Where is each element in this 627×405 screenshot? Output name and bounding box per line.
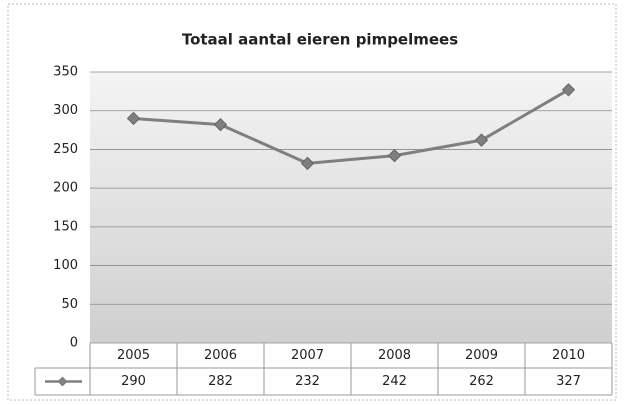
x-tick-label: 2008 bbox=[378, 348, 411, 363]
y-tick-label: 100 bbox=[53, 258, 78, 273]
point bbox=[474, 133, 489, 147]
y-tick-label: 250 bbox=[53, 142, 78, 157]
x-tick-label: 2007 bbox=[291, 348, 324, 363]
x-tick-label: 2006 bbox=[204, 348, 237, 363]
point bbox=[300, 156, 315, 171]
table-value: 282 bbox=[208, 374, 233, 389]
point bbox=[213, 117, 228, 132]
line bbox=[133, 88, 570, 165]
y-tick-label: 350 bbox=[53, 65, 78, 80]
point bbox=[126, 111, 141, 126]
y-tick-label: 50 bbox=[61, 297, 78, 312]
table-value: 242 bbox=[382, 374, 407, 389]
legend-key-marker bbox=[57, 376, 68, 387]
plot-area bbox=[90, 72, 612, 343]
y-tick-label: 150 bbox=[53, 219, 78, 234]
y-tick-label: 0 bbox=[70, 336, 78, 351]
chart-title: Totaal aantal eieren pimpelmees bbox=[182, 31, 458, 49]
point bbox=[561, 83, 576, 97]
table-value: 327 bbox=[556, 374, 581, 389]
table-value: 262 bbox=[469, 374, 494, 389]
y-tick-label: 200 bbox=[53, 181, 78, 196]
x-tick-label: 2005 bbox=[117, 348, 150, 363]
x-tick-label: 2009 bbox=[465, 348, 498, 363]
x-tick-label: 2010 bbox=[552, 348, 585, 363]
table-value: 232 bbox=[295, 374, 320, 389]
table-value: 290 bbox=[121, 374, 146, 389]
y-tick-label: 300 bbox=[53, 103, 78, 118]
point bbox=[387, 148, 402, 163]
